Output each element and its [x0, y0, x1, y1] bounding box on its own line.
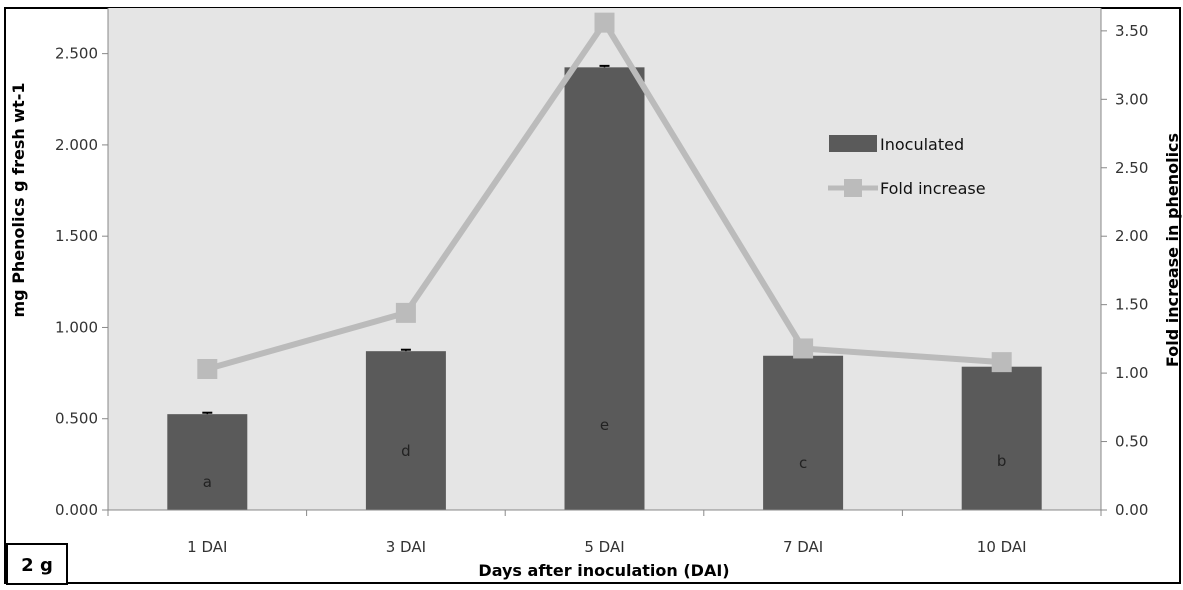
y-axis-title: mg Phenolics g fresh wt-1 — [9, 82, 28, 317]
x-axis-title: Days after inoculation (DAI) — [478, 561, 729, 580]
y2-tick-label-2: 1.00 — [1115, 364, 1148, 382]
fold-increase-marker-5 — [991, 352, 1012, 373]
fold-increase-marker-1 — [197, 358, 218, 379]
x-tick-label-4: 7 DAI — [783, 538, 823, 556]
y2-tick-label-4: 2.00 — [1115, 227, 1148, 245]
bar-letter-1: a — [203, 473, 212, 491]
y-tick-label-3: 1.500 — [55, 227, 98, 245]
bar-5 — [961, 366, 1042, 510]
x-tick-label-2: 3 DAI — [386, 538, 426, 556]
fold-increase-marker-4 — [793, 338, 814, 359]
y-tick-label-1: 0.500 — [55, 410, 98, 428]
bar-3 — [564, 67, 645, 510]
line-layer — [197, 12, 1012, 379]
ticks-layer: 0.000 0.500 1.000 1.500 2.000 2.500 0.00 0.50 1.… — [55, 22, 1148, 556]
bars-layer — [167, 67, 1042, 510]
bar-letter-5: b — [997, 452, 1007, 470]
fold-increase-marker-3 — [594, 12, 615, 33]
legend: Inoculated Fold increase — [828, 135, 986, 198]
legend-label-fold-increase: Fold increase — [880, 179, 986, 198]
y2-axis-title: Fold increase in phenolics — [1163, 133, 1182, 367]
y2-tick-label-1: 0.50 — [1115, 433, 1148, 451]
x-tick-label-5: 10 DAI — [977, 538, 1027, 556]
legend-swatch-inoculated — [829, 135, 877, 152]
legend-marker-fold-increase — [844, 179, 862, 197]
figure-label-box — [6, 543, 68, 585]
y-tick-label-2: 1.000 — [55, 318, 98, 336]
x-tick-label-3: 5 DAI — [584, 538, 624, 556]
figure-label: 2 g — [21, 555, 53, 576]
x-tick-label-1: 1 DAI — [187, 538, 227, 556]
y-tick-label-5: 2.500 — [55, 45, 98, 63]
legend-label-inoculated: Inoculated — [880, 135, 964, 154]
y-tick-label-4: 2.000 — [55, 136, 98, 154]
letters-layer: a d e c b — [203, 416, 1007, 491]
y2-tick-label-5: 2.50 — [1115, 159, 1148, 177]
axes-layer — [107, 8, 1102, 511]
fold-increase-marker-2 — [395, 302, 416, 323]
y2-tick-label-6: 3.00 — [1115, 90, 1148, 108]
y2-tick-label-0: 0.00 — [1115, 501, 1148, 519]
bar-1 — [167, 414, 248, 510]
bar-letter-2: d — [401, 442, 411, 460]
bar-4 — [763, 355, 844, 510]
bar-letter-3: e — [600, 416, 609, 434]
y2-tick-label-7: 3.50 — [1115, 22, 1148, 40]
y-tick-label-0: 0.000 — [55, 501, 98, 519]
bar-2 — [365, 351, 446, 510]
y2-tick-label-3: 1.50 — [1115, 296, 1148, 314]
bar-letter-4: c — [799, 454, 807, 472]
